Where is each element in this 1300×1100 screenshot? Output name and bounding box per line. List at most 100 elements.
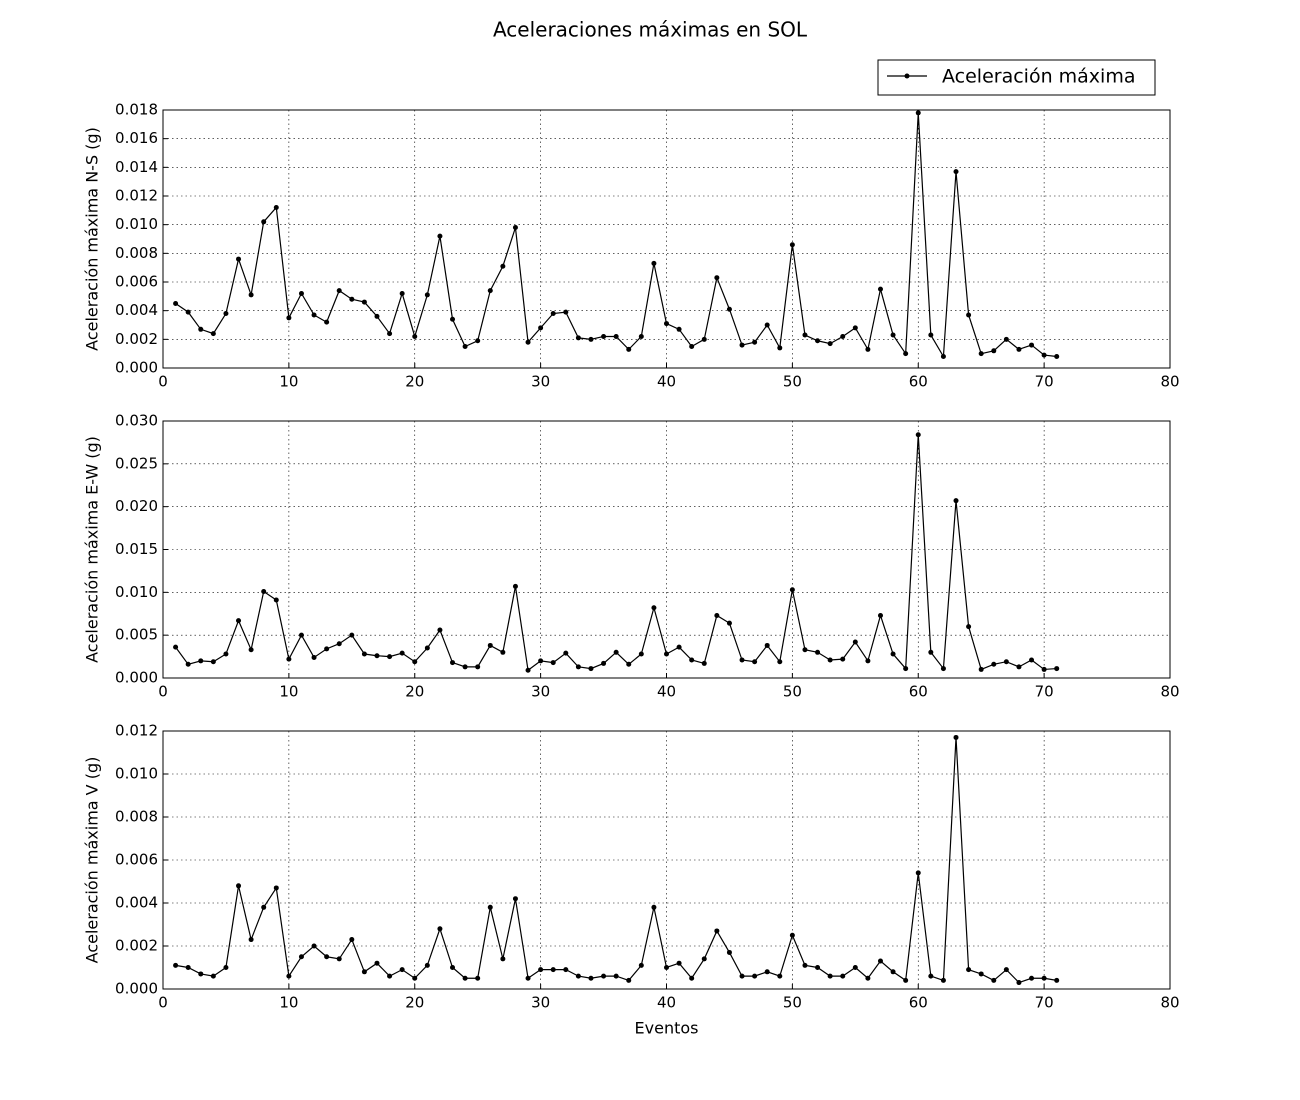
point xyxy=(903,351,909,357)
point xyxy=(890,332,896,338)
point xyxy=(1029,975,1035,981)
point xyxy=(236,256,242,262)
x-tick-label: 20 xyxy=(405,373,424,391)
point xyxy=(550,660,556,666)
point xyxy=(928,973,934,979)
point xyxy=(273,204,279,210)
point xyxy=(827,341,833,347)
point xyxy=(865,658,871,664)
point xyxy=(865,975,871,981)
point xyxy=(387,331,393,337)
y-tick-label: 0.030 xyxy=(115,412,158,430)
point xyxy=(676,326,682,332)
y-tick-label: 0.012 xyxy=(115,187,158,205)
point xyxy=(525,975,531,981)
point xyxy=(248,292,254,298)
y-axis-label: Aceleración máxima V (g) xyxy=(83,757,102,964)
point xyxy=(1054,666,1060,672)
point xyxy=(852,965,858,970)
x-tick-label: 80 xyxy=(1160,994,1179,1012)
x-tick-label: 80 xyxy=(1160,683,1179,701)
point xyxy=(261,904,267,910)
point xyxy=(185,661,191,667)
point xyxy=(601,333,607,339)
point xyxy=(387,654,393,660)
point xyxy=(915,110,921,116)
point xyxy=(223,651,229,657)
y-tick-label: 0.002 xyxy=(115,937,158,955)
point xyxy=(626,977,632,983)
y-tick-label: 0.014 xyxy=(115,158,158,176)
point xyxy=(311,943,317,949)
point xyxy=(613,333,619,339)
x-tick-label: 30 xyxy=(531,373,550,391)
point xyxy=(462,975,468,981)
point xyxy=(714,275,720,281)
x-tick-label: 10 xyxy=(279,994,298,1012)
x-tick-label: 50 xyxy=(783,683,802,701)
legend-marker xyxy=(904,73,910,79)
point xyxy=(651,904,657,910)
point xyxy=(777,659,783,665)
point xyxy=(714,928,720,934)
point xyxy=(638,651,644,657)
point xyxy=(1054,977,1060,983)
x-tick-label: 50 xyxy=(783,373,802,391)
point xyxy=(399,650,405,656)
point xyxy=(361,299,367,305)
point xyxy=(1041,666,1047,672)
point xyxy=(701,660,707,666)
point xyxy=(173,644,179,650)
x-tick-label: 70 xyxy=(1035,683,1054,701)
point xyxy=(915,432,921,438)
point xyxy=(487,288,493,294)
point xyxy=(374,653,380,659)
point xyxy=(487,904,493,910)
y-tick-label: 0.008 xyxy=(115,808,158,826)
point xyxy=(437,926,443,932)
point xyxy=(689,975,695,981)
point xyxy=(689,344,695,349)
point xyxy=(827,973,833,979)
point xyxy=(550,967,556,973)
point xyxy=(399,967,405,973)
point xyxy=(336,641,342,647)
x-tick-label: 0 xyxy=(158,683,168,701)
point xyxy=(726,306,732,312)
x-tick-label: 50 xyxy=(783,994,802,1012)
point xyxy=(324,954,330,960)
point xyxy=(588,336,594,342)
point xyxy=(324,646,330,652)
point xyxy=(361,651,367,657)
point xyxy=(777,345,783,351)
point xyxy=(626,346,632,352)
point xyxy=(651,605,657,611)
point xyxy=(701,956,707,962)
point xyxy=(991,661,997,667)
point xyxy=(840,333,846,339)
point xyxy=(500,956,506,962)
point xyxy=(349,296,355,302)
y-tick-label: 0.012 xyxy=(115,722,158,740)
point xyxy=(324,319,330,325)
point xyxy=(173,301,179,306)
point xyxy=(185,309,191,315)
point xyxy=(349,632,355,638)
point xyxy=(953,498,959,504)
y-tick-label: 0.006 xyxy=(115,273,158,291)
point xyxy=(903,666,909,672)
point xyxy=(588,666,594,672)
point xyxy=(173,962,179,968)
point xyxy=(739,973,745,979)
x-tick-label: 30 xyxy=(531,994,550,1012)
y-axis-label: Aceleración máxima E-W (g) xyxy=(83,436,102,663)
point xyxy=(852,639,858,645)
point xyxy=(739,657,745,663)
y-tick-label: 0.016 xyxy=(115,129,158,147)
point xyxy=(1016,664,1022,670)
y-tick-label: 0.004 xyxy=(115,301,158,319)
point xyxy=(424,292,430,298)
point xyxy=(802,332,808,338)
point xyxy=(399,290,405,296)
